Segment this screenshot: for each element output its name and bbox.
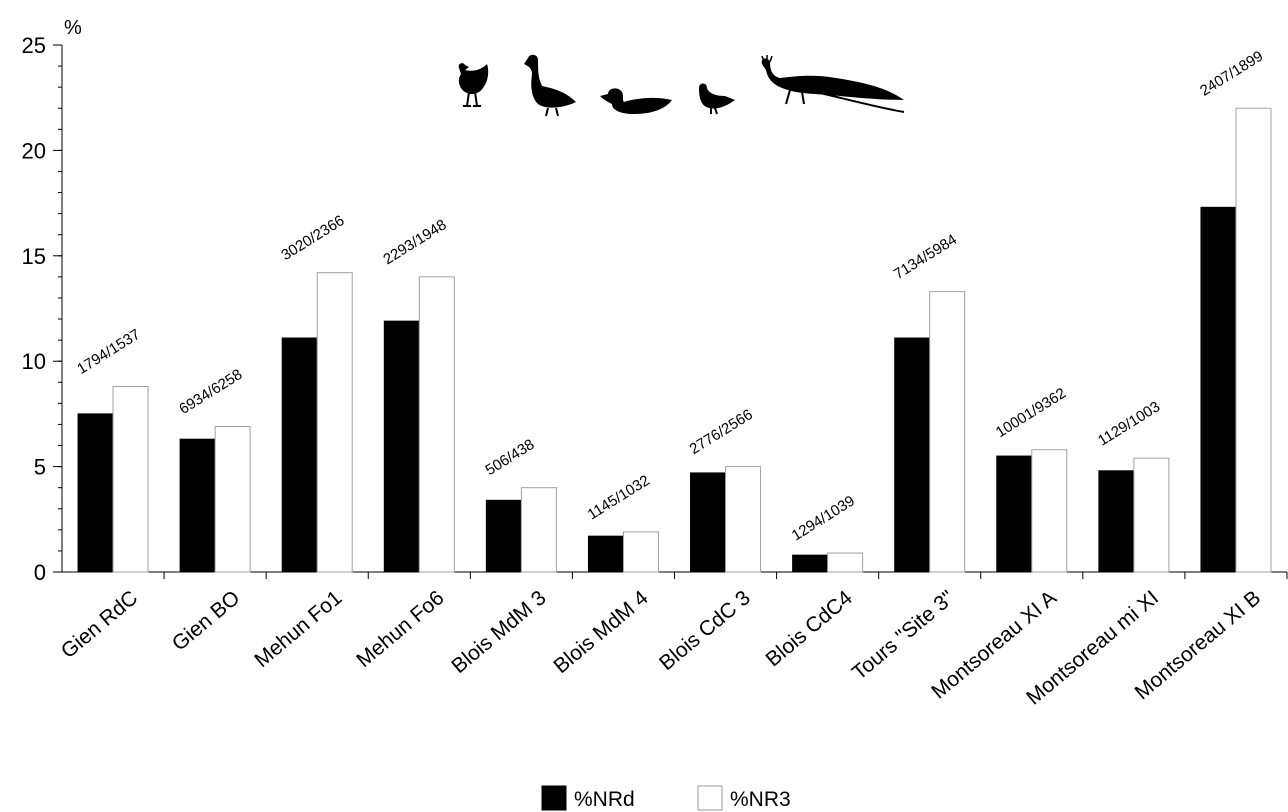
y-tick-label: 20 xyxy=(22,138,46,163)
bar-nr3 xyxy=(827,552,864,573)
y-axis-unit-label: % xyxy=(64,17,82,39)
category-label: Tours "Site 3" xyxy=(848,586,959,684)
y-tick-label: 5 xyxy=(34,455,46,480)
x-axis xyxy=(62,571,1288,579)
data-label: 1129/1003 xyxy=(1095,398,1163,449)
bar-nrd xyxy=(996,455,1033,573)
y-tick-label: 15 xyxy=(22,244,46,269)
bar-nr3 xyxy=(929,291,966,573)
category-label: Blois CdC4 xyxy=(762,586,857,671)
bar-nrd xyxy=(1098,470,1135,573)
bar-nr3 xyxy=(214,426,251,573)
category-label: Mehun Fo1 xyxy=(250,586,346,672)
data-label: 3020/2366 xyxy=(278,212,347,264)
bar-nrd xyxy=(77,413,114,573)
legend-swatch-nr3 xyxy=(697,785,723,811)
data-label: 6934/6258 xyxy=(176,366,245,418)
bar-nrd xyxy=(179,438,216,573)
chicken-icon xyxy=(458,63,489,107)
category-label: Blois MdM 4 xyxy=(549,586,653,678)
bar-nrd xyxy=(383,320,420,573)
legend-label-nrd: %NRd xyxy=(574,788,635,811)
bar-nrd xyxy=(1200,206,1237,573)
data-label: 2293/1948 xyxy=(380,216,449,268)
bar-nrd xyxy=(281,337,318,573)
bar-group xyxy=(77,107,1272,573)
y-tick-label: 0 xyxy=(34,560,46,585)
bar-nr3 xyxy=(418,276,455,573)
legend-item-nrd: %NRd xyxy=(541,785,635,811)
bar-nrd xyxy=(792,554,829,573)
bar-nrd xyxy=(485,499,522,573)
duck-icon xyxy=(600,88,672,114)
legend-swatch-nrd xyxy=(541,785,567,811)
category-label: Blois CdC 3 xyxy=(655,586,755,675)
category-label: Blois MdM 3 xyxy=(447,586,550,678)
data-label: 506/438 xyxy=(482,436,537,479)
category-label: Gien BO xyxy=(168,586,244,655)
pigeon-icon xyxy=(699,83,735,115)
bar-nr3 xyxy=(1133,457,1170,573)
bar-nr3 xyxy=(112,385,149,573)
annotation-group: 1794/1537 6934/6258 3020/2366 2293/1948 506/… xyxy=(74,48,1266,545)
data-label: 2407/1899 xyxy=(1197,48,1266,100)
legend-label-nr3: %NR3 xyxy=(730,788,791,811)
category-label: Gien RdC xyxy=(57,586,142,663)
category-label: Mehun Fo6 xyxy=(352,586,448,672)
y-tick-label: 25 xyxy=(22,33,46,58)
data-label: 1294/1039 xyxy=(789,492,858,544)
peacock-icon xyxy=(761,55,905,113)
bar-nr3 xyxy=(520,487,557,573)
bar-nrd xyxy=(587,535,624,573)
goose-icon xyxy=(524,54,576,117)
bar-nr3 xyxy=(1031,449,1068,573)
legend: %NRd %NR3 xyxy=(541,785,791,811)
legend-item-nr3: %NR3 xyxy=(697,785,791,811)
bar-nr3 xyxy=(622,531,659,573)
data-label: 1794/1537 xyxy=(74,326,143,378)
data-label: 10001/9362 xyxy=(993,385,1069,441)
bar-nr3 xyxy=(316,272,353,573)
data-label: 7134/5984 xyxy=(891,231,960,283)
bar-nr3 xyxy=(725,466,762,573)
y-tick-label: 10 xyxy=(22,349,46,374)
y-axis: 0 5 10 15 20 25 xyxy=(22,33,63,585)
bar-nr3 xyxy=(1235,107,1272,573)
data-label: 2776/2566 xyxy=(687,406,756,458)
data-label: 1145/1032 xyxy=(585,472,653,523)
bar-nrd xyxy=(894,337,931,573)
bar-nrd xyxy=(690,472,727,573)
